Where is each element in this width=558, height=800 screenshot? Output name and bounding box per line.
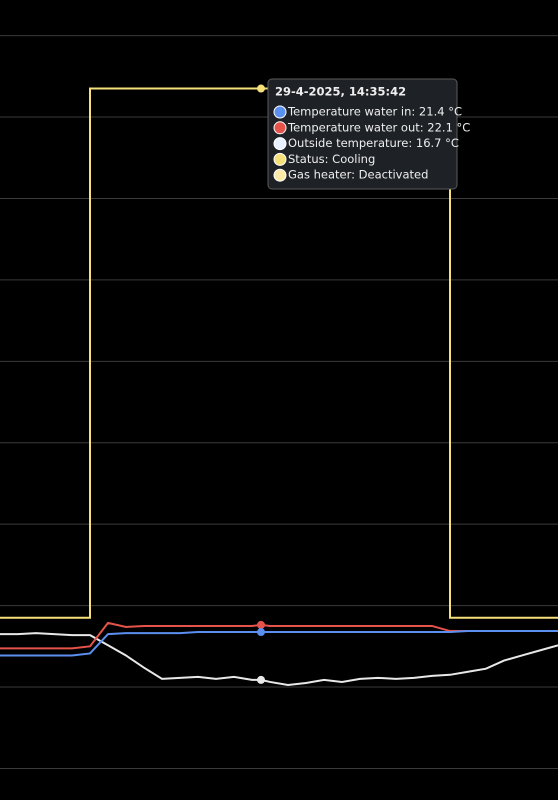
hover-point: [257, 628, 265, 637]
tooltip-swatch: [273, 152, 287, 166]
hover-point: [257, 84, 265, 93]
tooltip-swatch: [273, 137, 287, 151]
tooltip-item: Temperature water in: 21.4 °C: [287, 105, 462, 119]
tooltip-title: 29-4-2025, 14:35:42: [275, 85, 406, 99]
series-line: [0, 632, 558, 686]
tooltip-box: [267, 78, 458, 190]
hover-point: [257, 620, 265, 629]
tooltip: 29-4-2025, 14:35:42 Temperature water in:…: [267, 78, 470, 190]
hover-point: [257, 675, 265, 684]
series-line: [0, 630, 558, 657]
tooltip-item: Status: Cooling: [288, 152, 375, 166]
tooltip-item: Gas heater: Deactivated: [288, 168, 428, 182]
tooltip-item: Temperature water out: 22.1 °C: [287, 120, 470, 134]
tooltip-swatch: [273, 105, 287, 119]
tooltip-item: Outside temperature: 16.7 °C: [288, 136, 459, 150]
tooltip-swatch: [273, 168, 287, 182]
tooltip-swatch: [273, 121, 287, 135]
